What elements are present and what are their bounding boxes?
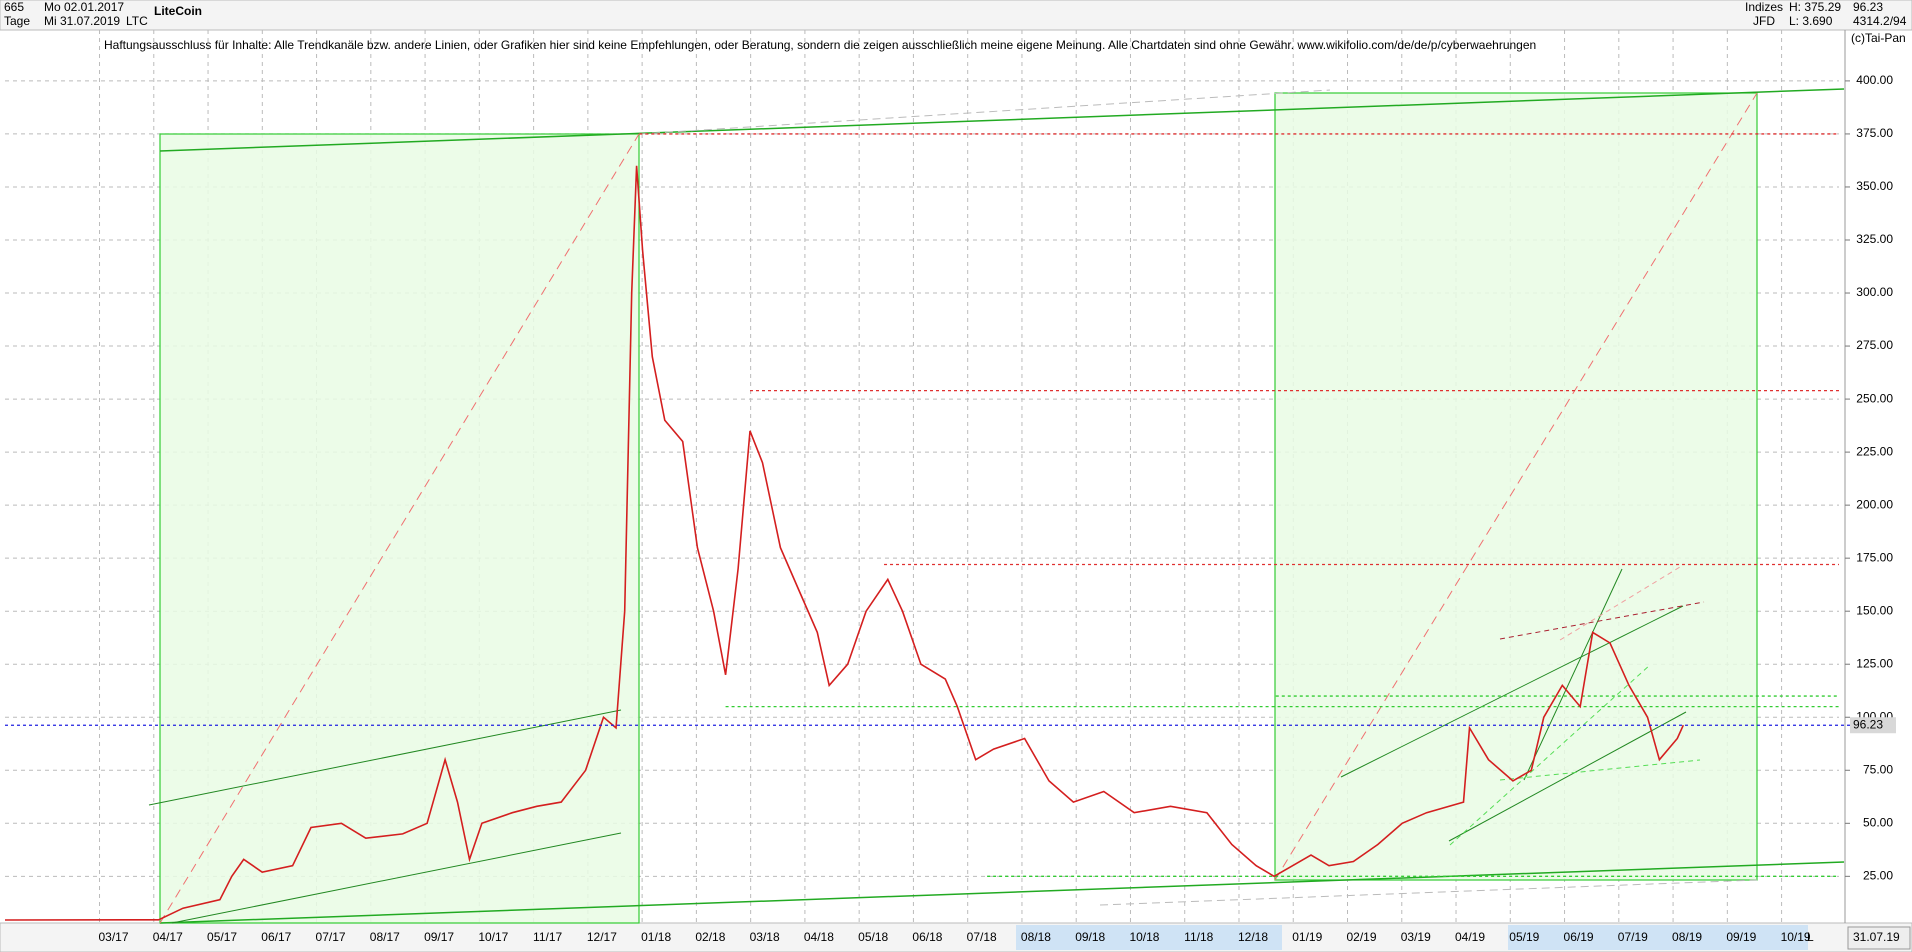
from-date: Mo 02.01.2017 <box>44 0 124 14</box>
end-date-box <box>1847 926 1911 950</box>
stats: 4314.2/94 <box>1853 14 1907 28</box>
x-tick-label: 04/18 <box>804 930 834 944</box>
x-tick-label: 07/18 <box>967 930 997 944</box>
diagonal <box>159 133 640 924</box>
y-tick-label: 375.00 <box>1856 126 1893 140</box>
y-tick-label: 75.00 <box>1863 762 1893 776</box>
period: Tage <box>4 14 30 28</box>
x-tick-label: 11/17 <box>533 930 562 944</box>
y-tick-label: 125.00 <box>1856 656 1893 670</box>
x-tick-label: 03/17 <box>99 930 129 944</box>
y-tick-label: 350.00 <box>1856 179 1893 193</box>
channel-line <box>1499 601 1705 640</box>
x-tick-label: 03/18 <box>750 930 780 944</box>
to-date: Mi 31.07.2019 <box>44 14 120 28</box>
channel-line <box>1523 568 1623 781</box>
x-tick-label: 08/19 <box>1672 930 1702 944</box>
source: JFD <box>1753 14 1775 28</box>
y-tick-label: 275.00 <box>1856 338 1893 352</box>
channel-line <box>171 832 622 924</box>
last-value-box <box>1850 717 1896 734</box>
group: Indizes <box>1745 0 1783 14</box>
instrument-name: LiteCoin <box>154 4 202 18</box>
x-tick-label: 02/18 <box>695 930 725 944</box>
y-tick-label: 300.00 <box>1856 285 1893 299</box>
range-highlight <box>1016 925 1271 950</box>
low: L: 3.690 <box>1789 14 1833 28</box>
x-tick-label: 04/17 <box>153 930 183 944</box>
count: 665 <box>4 0 24 14</box>
last: 96.23 <box>1853 0 1883 14</box>
x-tick-label: 01/19 <box>1292 930 1322 944</box>
top-bar <box>0 0 1912 31</box>
x-tick-label: 08/18 <box>1021 930 1051 944</box>
channel-line <box>1499 759 1701 781</box>
trend-line <box>638 89 1331 135</box>
price-line <box>4 165 1685 921</box>
x-tick-label: 07/19 <box>1618 930 1648 944</box>
x-tick-label: 10/17 <box>478 930 508 944</box>
trend-line <box>159 88 1845 152</box>
x-tick-label: 09/17 <box>424 930 454 944</box>
trend-line <box>1099 879 1758 906</box>
x-tick-label: 06/17 <box>261 930 291 944</box>
overlays <box>148 88 1845 924</box>
range-highlight <box>1508 925 1808 950</box>
y-tick-label: 325.00 <box>1856 232 1893 246</box>
x-tick-label: 05/17 <box>207 930 237 944</box>
x-tick-label: 05/18 <box>858 930 888 944</box>
x-tick-label: 06/18 <box>912 930 942 944</box>
plot <box>4 133 1850 921</box>
y-tick-label: 50.00 <box>1863 815 1893 829</box>
channel-line <box>1448 711 1687 842</box>
x-tick-label: 05/19 <box>1509 930 1539 944</box>
scale-mode: L <box>1807 930 1814 944</box>
x-tick-label: 10/19 <box>1781 930 1811 944</box>
end-date: 31.07.19 <box>1853 930 1900 944</box>
y-tick-label: 250.00 <box>1856 391 1893 405</box>
y-tick-label: 175.00 <box>1856 550 1893 564</box>
x-tick-label: 06/19 <box>1564 930 1594 944</box>
channel-line <box>1559 566 1681 641</box>
x-tick-label: 09/18 <box>1075 930 1105 944</box>
range-highlight <box>1250 925 1282 950</box>
disclaimer: Haftungsausschluss für Inhalte: Alle Tre… <box>104 38 1536 52</box>
y-tick-label: 225.00 <box>1856 444 1893 458</box>
x-tick-label: 03/19 <box>1401 930 1431 944</box>
diagonal <box>1274 92 1758 881</box>
copyright: (c)Tai-Pan <box>1851 31 1906 45</box>
x-tick-label: 11/18 <box>1184 930 1213 944</box>
channel-line <box>148 709 622 806</box>
y-tick-label: 400.00 <box>1856 73 1893 87</box>
x-tick-label: 10/18 <box>1129 930 1159 944</box>
x-tick-label: 04/19 <box>1455 930 1485 944</box>
y-tick-label: 25.00 <box>1863 869 1893 883</box>
y-tick-label: 150.00 <box>1856 603 1893 617</box>
x-tick-label: 02/19 <box>1346 930 1376 944</box>
symbol: LTC <box>126 14 148 28</box>
last-value-label: 96.23 <box>1853 717 1883 731</box>
x-tick-label: 07/17 <box>316 930 346 944</box>
x-tick-label: 08/17 <box>370 930 400 944</box>
y-tick-label: 200.00 <box>1856 497 1893 511</box>
x-tick-label: 09/19 <box>1726 930 1756 944</box>
x-tick-label: 01/18 <box>641 930 671 944</box>
x-tick-label: 12/18 <box>1238 930 1268 944</box>
trend-line <box>159 861 1845 924</box>
channel-line <box>1340 605 1684 778</box>
x-tick-label: 12/17 <box>587 930 617 944</box>
high: H: 375.29 <box>1789 0 1841 14</box>
